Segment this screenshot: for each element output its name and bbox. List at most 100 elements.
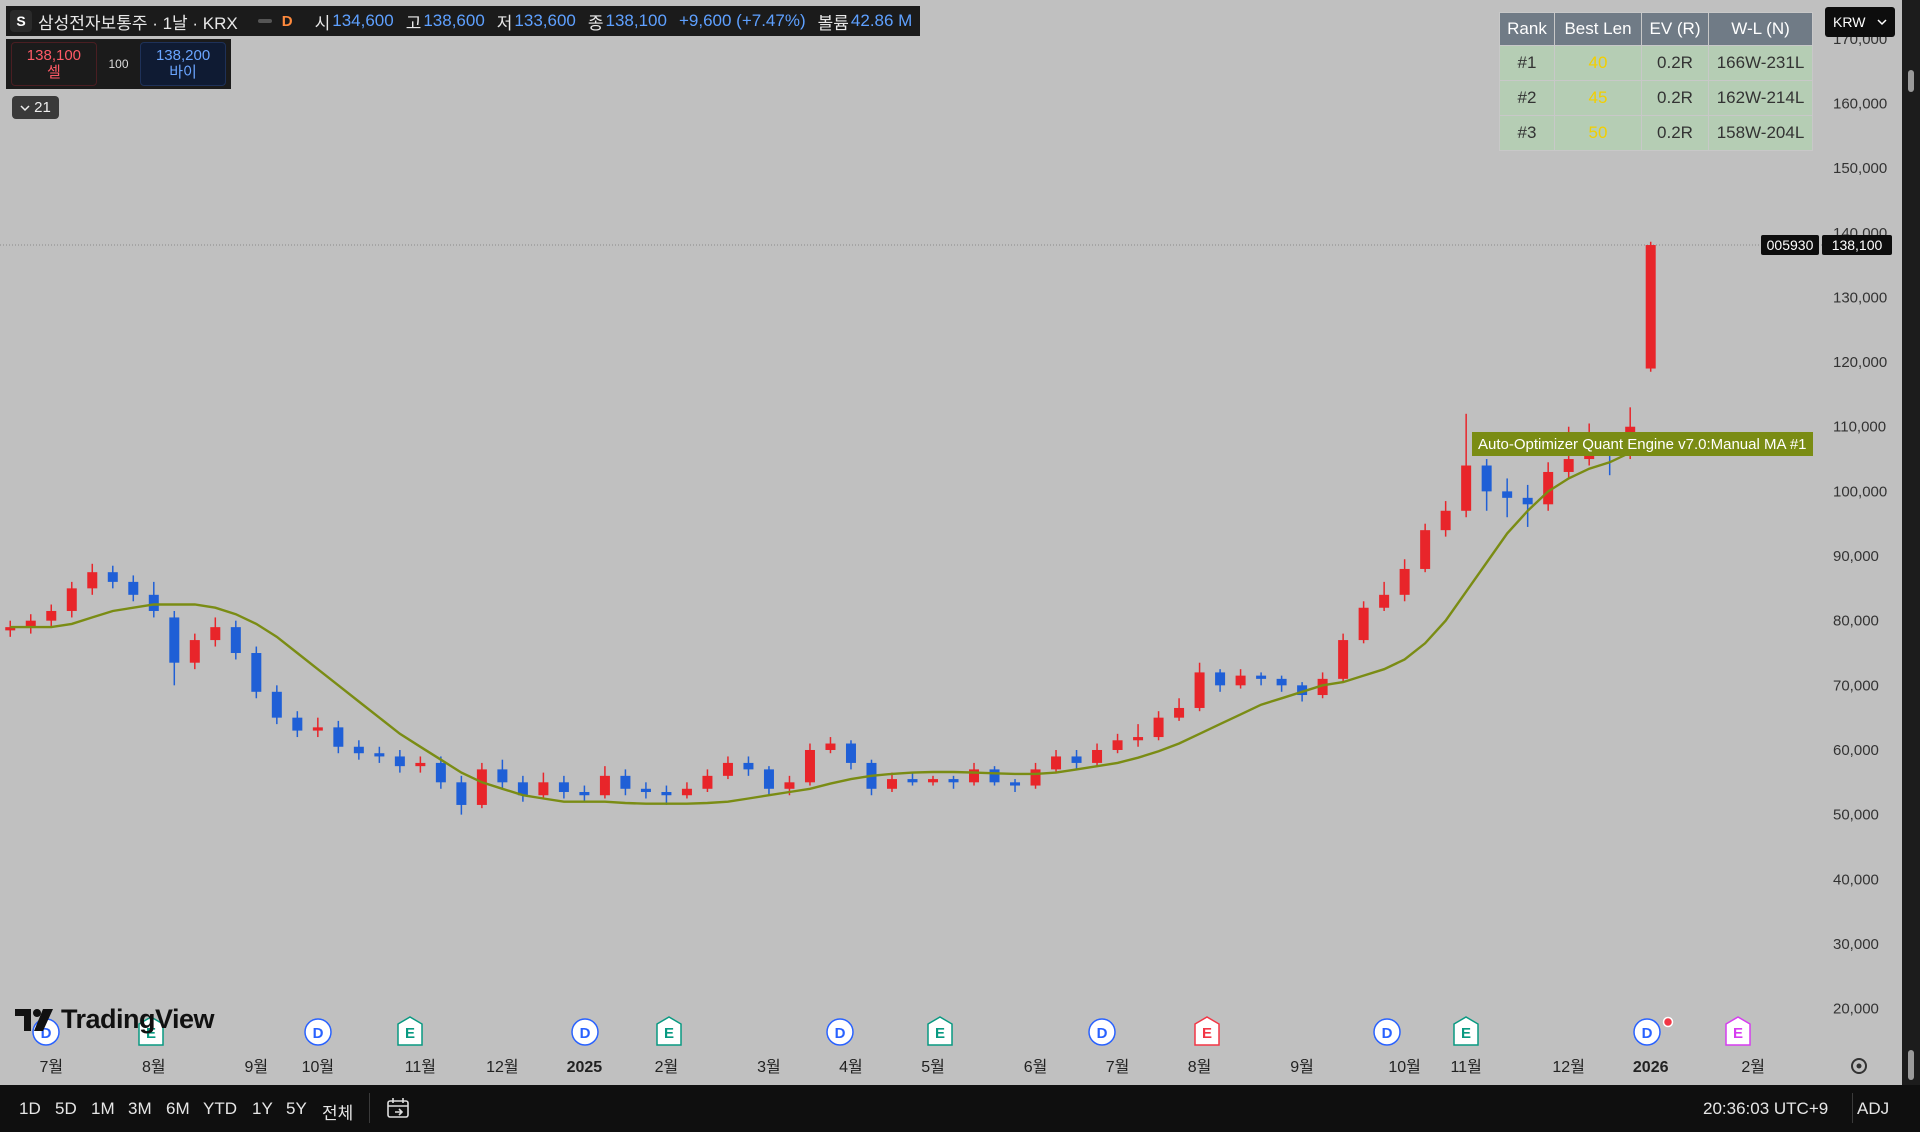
quantity[interactable]: 100 [108, 57, 129, 71]
scrollbar[interactable] [1902, 0, 1920, 1085]
scroll-thumb[interactable] [1908, 70, 1914, 92]
symbol-tag: 005930 [1767, 237, 1814, 253]
event-letter: D [1382, 1025, 1393, 1042]
x-tick-label: 4월 [839, 1058, 863, 1076]
column-header: EV (R) [1641, 12, 1709, 46]
candle-body [415, 762, 426, 767]
candle-body [107, 572, 118, 582]
range-button[interactable]: 5Y [286, 1099, 307, 1118]
candle-body [1522, 497, 1533, 505]
candle-body [1645, 245, 1656, 369]
range-button[interactable]: 6M [166, 1099, 190, 1118]
event-letter: E [1461, 1025, 1471, 1042]
cell: #1 [1499, 45, 1555, 81]
event-marker [1633, 1018, 1661, 1046]
y-tick-label: 150,000 [1833, 160, 1887, 177]
y-tick-label: 40,000 [1833, 871, 1879, 888]
range-button[interactable]: 1Y [252, 1099, 273, 1118]
symbol-header: S 삼성전자보통주 · 1날 · KRX D 시 134,600 고 138,600… [6, 6, 921, 36]
range-button[interactable]: 1M [91, 1099, 115, 1118]
indicator-label[interactable]: Auto-Optimizer Quant Engine v7.0:Manual … [1472, 432, 1813, 456]
separator [1852, 1093, 1853, 1123]
candle-body [845, 743, 856, 763]
currency-select[interactable]: KRW [1825, 7, 1895, 37]
date-range-icon[interactable] [386, 1097, 412, 1121]
candle-body [1194, 672, 1205, 708]
y-tick-label: 90,000 [1833, 548, 1879, 565]
clock[interactable]: 20:36:03 UTC+9 [1703, 1099, 1829, 1118]
cell: 166W-231L [1708, 45, 1813, 81]
event-letter: D [1097, 1025, 1108, 1042]
candle-body [538, 782, 549, 796]
y-tick-label: 100,000 [1833, 483, 1887, 500]
settings-icon-hub [1856, 1063, 1862, 1069]
y-tick-label: 70,000 [1833, 677, 1879, 694]
y-tick-label: 80,000 [1833, 613, 1879, 630]
scroll-thumb[interactable] [1908, 1050, 1914, 1080]
x-tick-label: 8월 [1188, 1058, 1212, 1076]
y-tick-label: 110,000 [1833, 419, 1886, 436]
candle-body [66, 588, 77, 611]
status-dash [257, 19, 272, 23]
x-tick-label: 6월 [1024, 1058, 1048, 1076]
ma-line [10, 444, 1652, 805]
x-tick-label: 10월 [1388, 1058, 1421, 1076]
event-marker [138, 1016, 164, 1046]
y-tick-label: 50,000 [1833, 807, 1879, 824]
range-button[interactable]: 5D [55, 1099, 77, 1118]
x-tick-label: 2월 [1741, 1058, 1765, 1076]
candle-body [1420, 530, 1431, 569]
chart: 20,000 30,000 40,000 50,000 60,000 70,000 80,0… [0, 31, 1892, 1076]
indicator-collapse[interactable]: 21 [12, 96, 59, 119]
y-tick-label: 60,000 [1833, 742, 1879, 759]
range-button[interactable]: YTD [203, 1099, 237, 1118]
candle-body [456, 782, 467, 805]
candle-body [25, 620, 36, 628]
volume-key: 볼륨 [817, 13, 849, 33]
symbol-name[interactable]: 삼성전자보통주 · 1날 · KRX [38, 13, 238, 33]
candle-body [681, 788, 692, 796]
volume: 42.86 M [850, 11, 913, 30]
symbol-tag-bg [1761, 235, 1819, 256]
candle-body [292, 717, 303, 731]
chevron-icon [1877, 19, 1887, 26]
adjust-toggle[interactable]: ADJ [1857, 1099, 1890, 1118]
candle-body [1092, 749, 1103, 763]
logo-text: TradingView [61, 1004, 215, 1034]
range-button[interactable]: 3M [128, 1099, 152, 1118]
indicator-count: 21 [34, 99, 51, 116]
buy-button[interactable]: 138,200 바이 [140, 42, 226, 86]
column-header: Best Len [1554, 12, 1642, 46]
range-button[interactable]: 전체 [322, 1104, 354, 1123]
candle-body [1051, 756, 1062, 770]
settings-icon [1851, 1058, 1867, 1074]
candle-body [784, 782, 795, 789]
currency: KRW [1833, 14, 1866, 30]
candle-body [640, 788, 651, 793]
x-tick-label: 9월 [245, 1058, 269, 1076]
sell-price: 138,100 [26, 47, 82, 64]
candle-body [989, 769, 1000, 783]
sell-button[interactable]: 138,100 셀 [11, 42, 97, 86]
brand-logo[interactable]: TradingView [15, 1004, 215, 1035]
x-tick-label: 8월 [142, 1058, 166, 1076]
candle-body [435, 762, 446, 783]
candle-body [948, 779, 959, 783]
event-marker [927, 1016, 953, 1046]
candle-body [1153, 717, 1164, 738]
event-dot [1662, 1016, 1674, 1028]
candle-body [476, 769, 487, 805]
candle-body [271, 691, 282, 718]
candle-body [620, 775, 631, 789]
range-button[interactable]: 1D [19, 1099, 41, 1118]
column-header: Rank [1499, 12, 1555, 46]
candle-body [312, 727, 323, 731]
candle-body [907, 779, 918, 783]
column-header: W-L (N) [1708, 12, 1813, 46]
candle-body [497, 769, 508, 783]
candle-body [928, 779, 939, 783]
candle-body [353, 746, 364, 754]
cell: #2 [1499, 80, 1555, 116]
cell: 50 [1554, 115, 1642, 151]
candle-body [1440, 510, 1451, 531]
